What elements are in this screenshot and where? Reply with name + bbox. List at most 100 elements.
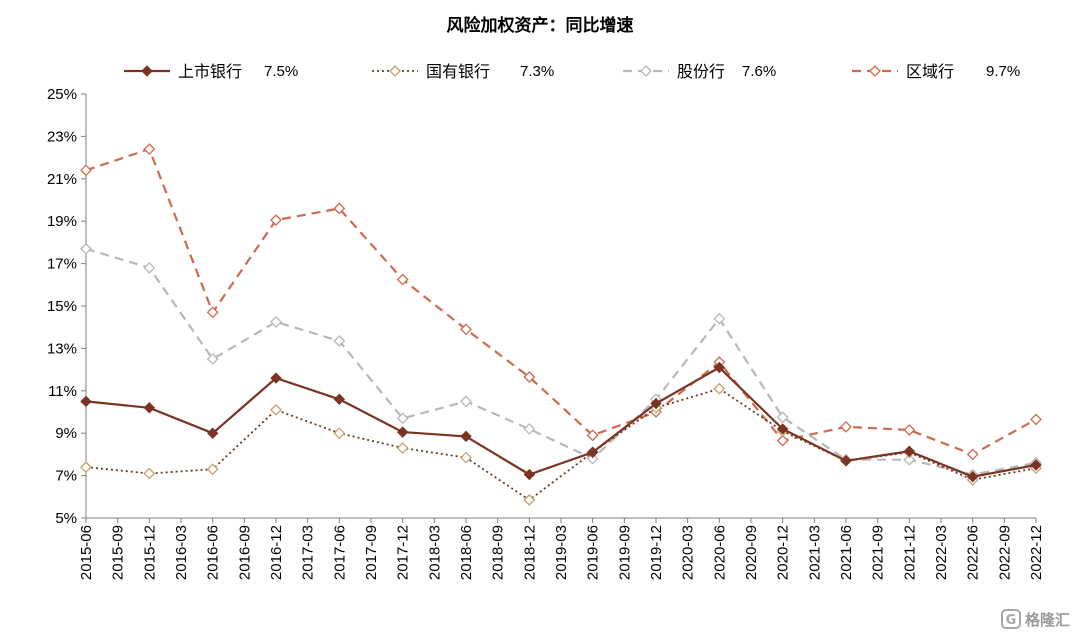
x-tick-label: 2018-03 <box>426 525 443 580</box>
x-tick-label: 2020-03 <box>680 525 697 580</box>
series-2-point <box>460 395 472 408</box>
x-tick-label: 2019-03 <box>553 525 570 580</box>
series-0-point <box>586 446 599 458</box>
x-tick-label: 2016-06 <box>205 525 222 580</box>
x-tick-label: 2021-06 <box>838 525 855 580</box>
y-tick-label: 23% <box>47 128 77 145</box>
y-tick-label: 7% <box>55 468 77 485</box>
series-3-point <box>143 143 156 156</box>
x-tick-label: 2015-06 <box>78 525 95 580</box>
series-1-point <box>389 65 401 77</box>
series-0-point <box>396 426 409 438</box>
series-0-point <box>966 470 979 483</box>
series-2-point <box>640 65 652 77</box>
x-tick-label: 2018-12 <box>521 525 538 580</box>
x-tick-label: 2019-06 <box>585 525 602 580</box>
series-2-point <box>523 423 536 435</box>
series-3-point <box>966 448 979 461</box>
series-0-point <box>80 395 92 408</box>
legend-item-0: 上市银行 7.5% <box>124 62 298 81</box>
x-tick-label: 2017-06 <box>331 525 348 580</box>
series-3-point <box>903 424 916 436</box>
legend-item-1: 国有银行 7.3% <box>372 62 554 81</box>
x-tick-label: 2022-09 <box>996 525 1013 580</box>
series-1-point <box>80 461 92 474</box>
x-tick-label: 2019-12 <box>648 525 665 580</box>
x-tick-label: 2019-09 <box>616 525 633 580</box>
x-tick-label: 2015-12 <box>141 525 158 580</box>
series-3-point <box>776 434 789 447</box>
x-tick-label: 2016-03 <box>173 525 190 580</box>
x-tick-label: 2017-12 <box>395 525 412 580</box>
series-2-point <box>586 452 599 465</box>
legend-label-3: 区域行 <box>906 62 954 81</box>
y-tick-label: 13% <box>47 340 77 357</box>
legend-value-0: 7.5% <box>264 63 298 80</box>
series-0-point <box>650 397 662 410</box>
series-2 <box>80 242 1042 481</box>
chart-title: 风险加权资产：同比增速 <box>447 15 634 36</box>
x-tick-label: 2021-12 <box>901 525 918 580</box>
legend-label-1: 国有银行 <box>426 62 490 81</box>
series-3-point <box>586 429 599 442</box>
series-3-point <box>869 65 881 77</box>
series-3-point <box>206 306 219 319</box>
legend-item-3: 区域行 9.7% <box>852 62 1020 81</box>
watermark-text: 格隆汇 <box>1025 611 1070 629</box>
y-tick-label: 9% <box>55 425 77 442</box>
series-0-point <box>903 445 916 457</box>
series-3-point <box>840 420 852 433</box>
series-2-point <box>333 335 346 347</box>
x-tick-label: 2021-09 <box>870 525 887 580</box>
watermark: G 格隆汇 <box>1001 609 1070 629</box>
y-tick-label: 5% <box>55 510 77 527</box>
series-0-point <box>270 372 282 384</box>
series-3-point <box>460 323 472 336</box>
x-tick-label: 2020-12 <box>775 525 792 580</box>
series-0-point <box>840 455 852 467</box>
series-3-line <box>85 147 1037 456</box>
series-1-point <box>143 467 156 480</box>
series-3-point <box>333 202 346 215</box>
svg-text:G: G <box>1006 613 1017 628</box>
series-1-point <box>460 451 472 464</box>
series-3-point <box>1030 413 1042 426</box>
legend-item-2: 股份行 7.6% <box>623 62 776 81</box>
series-0-point <box>333 393 346 405</box>
series-1-point <box>333 427 346 440</box>
series-0-point <box>1030 459 1042 471</box>
series-2-point <box>713 312 726 325</box>
series-1-point <box>270 403 282 416</box>
x-tick-label: 2020-09 <box>743 525 760 580</box>
series-1-point <box>523 494 536 506</box>
legend-label-2: 股份行 <box>677 62 725 81</box>
series-1-point <box>396 442 409 454</box>
series-0-point <box>776 423 789 435</box>
series-2-point <box>270 315 282 328</box>
x-tick-label: 2022-03 <box>933 525 950 580</box>
series-0-point <box>143 402 156 414</box>
x-tick-label: 2018-06 <box>458 525 475 580</box>
series-3-point <box>523 371 536 383</box>
series-2-point <box>80 242 92 255</box>
series-2-point <box>776 411 789 424</box>
legend-label-0: 上市银行 <box>178 62 242 81</box>
series-2-point <box>143 261 156 274</box>
y-tick-label: 19% <box>47 213 77 230</box>
series-3-point <box>80 164 92 177</box>
series-0 <box>80 361 1042 483</box>
series-0-point <box>141 65 153 77</box>
y-tick-label: 11% <box>48 383 77 400</box>
series-3-point <box>396 273 409 286</box>
gelonghui-logo-icon: G <box>1001 609 1021 629</box>
x-tick-label: 2020-06 <box>711 525 728 580</box>
series-0-point <box>206 427 219 439</box>
x-tick-label: 2021-03 <box>806 525 823 580</box>
y-tick-label: 15% <box>47 298 77 315</box>
series-3 <box>80 143 1042 461</box>
legend-value-1: 7.3% <box>520 63 554 80</box>
series-2-point <box>903 453 916 466</box>
series-2-point <box>396 412 409 425</box>
series-1-line <box>85 387 1037 502</box>
